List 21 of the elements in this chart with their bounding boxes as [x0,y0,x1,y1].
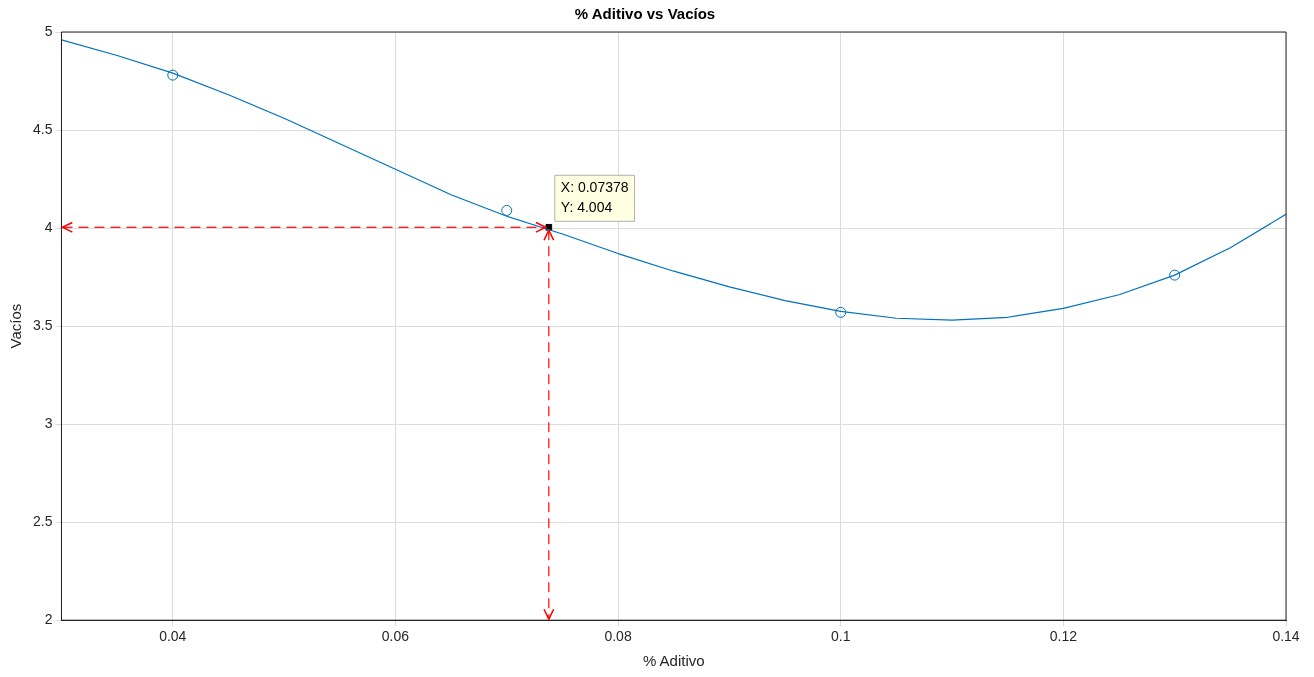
point [835,306,847,318]
y-tick-label: 3 [44,414,53,431]
x-tick-label: 0.14 [1272,628,1300,645]
x-axis-title: % Aditivo [642,652,705,670]
x-tick-label: 0.04 [159,628,187,645]
y-tick-label: 4.5 [32,120,53,137]
point [1169,269,1181,281]
chart-title: % Aditivo vs Vacíos [574,5,716,23]
point [501,204,513,216]
y-tick-label: 2.5 [32,513,53,530]
x-tick-label: 0.06 [381,628,410,645]
x-tick-label: 0.1 [830,628,851,645]
y-tick-label: 3.5 [32,316,53,333]
annotation: X: 0.07378 Y: 4.004 [560,179,629,216]
y-tick-label: 5 [44,22,53,39]
point [167,69,179,81]
x-tick-label: 0.12 [1049,628,1078,645]
y-axis-title: Vacíos [7,303,25,349]
y-tick-label: 4 [44,218,53,235]
x-tick-label: 0.08 [604,628,632,645]
y-tick-label: 2 [44,611,53,628]
